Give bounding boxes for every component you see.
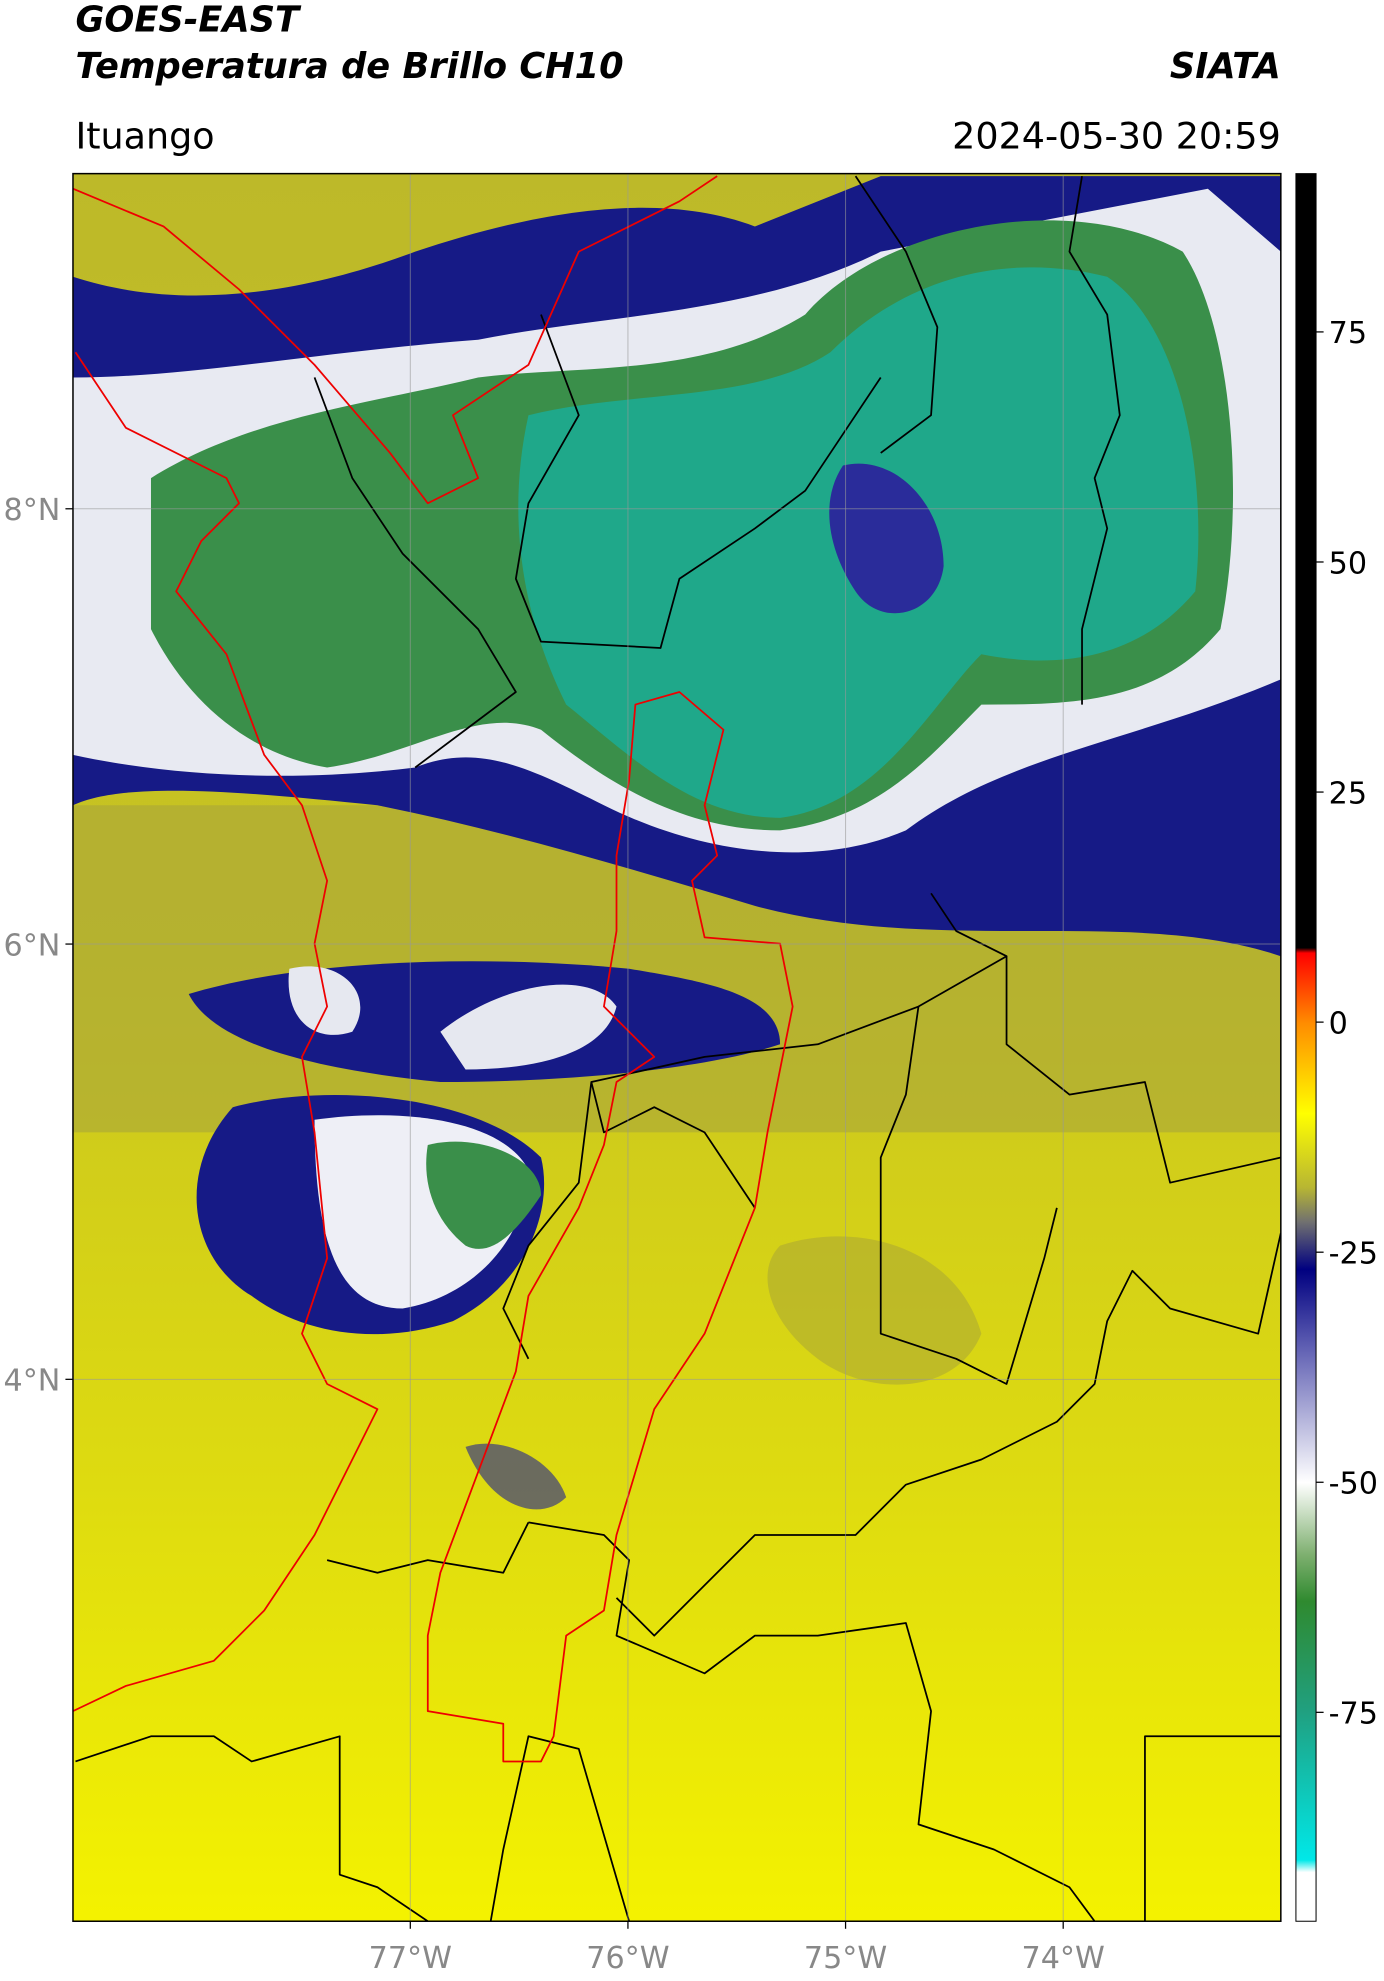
border bbox=[1068, 176, 1121, 705]
border bbox=[502, 1081, 593, 1360]
border bbox=[1005, 956, 1281, 1184]
border bbox=[514, 314, 882, 649]
colorbar-tick-label: -25 bbox=[1329, 1237, 1378, 1272]
colorbar-tick-label: -50 bbox=[1329, 1467, 1378, 1502]
colorbar-tick-label: 50 bbox=[1329, 546, 1367, 581]
border bbox=[326, 1522, 530, 1574]
border bbox=[528, 1521, 1096, 1922]
map-frame bbox=[72, 172, 1282, 1922]
x-tick-label: 74°W bbox=[1022, 1941, 1105, 1976]
colorbar bbox=[1295, 173, 1317, 1922]
cloud-imagery bbox=[72, 173, 1281, 1922]
source-title: SIATA bbox=[1170, 46, 1281, 87]
cloud-navy-core bbox=[829, 463, 944, 614]
y-tick-label: 4°N bbox=[4, 1364, 61, 1399]
border bbox=[879, 1006, 1058, 1385]
cloud-spot bbox=[465, 1443, 567, 1510]
cloud-band-white bbox=[288, 966, 617, 1070]
colorbar-tick-label: -75 bbox=[1329, 1697, 1378, 1732]
coastline bbox=[72, 351, 379, 1712]
colorbar-tick-label: 0 bbox=[1329, 1006, 1348, 1041]
location: Ituango bbox=[75, 114, 214, 157]
border bbox=[854, 175, 939, 454]
department-outline bbox=[426, 691, 794, 1763]
border bbox=[75, 1735, 429, 1922]
cloud-spot bbox=[767, 1236, 982, 1385]
border bbox=[489, 1735, 630, 1922]
colorbar-tick-label: 75 bbox=[1329, 316, 1367, 351]
borders bbox=[72, 175, 1281, 1922]
y-tick-label: 8°N bbox=[4, 493, 61, 528]
border bbox=[590, 892, 1008, 1209]
border bbox=[1144, 1735, 1281, 1922]
border bbox=[615, 1232, 1281, 1637]
grid bbox=[72, 173, 1281, 1922]
x-tick-label: 76°W bbox=[586, 1941, 669, 1976]
satellite-title: GOES-EAST bbox=[75, 0, 302, 40]
cloud-south-green bbox=[426, 1141, 542, 1249]
x-tick-label: 75°W bbox=[804, 1941, 887, 1976]
product-title: Temperatura de Brillo CH10 bbox=[75, 46, 623, 87]
datetime: 2024-05-30 20:59 bbox=[952, 114, 1281, 157]
coastline bbox=[72, 175, 718, 505]
colorbar-tick-label: 25 bbox=[1329, 776, 1367, 811]
border bbox=[313, 377, 517, 769]
x-tick-label: 77°W bbox=[369, 1941, 452, 1976]
y-tick-label: 6°N bbox=[4, 928, 61, 963]
